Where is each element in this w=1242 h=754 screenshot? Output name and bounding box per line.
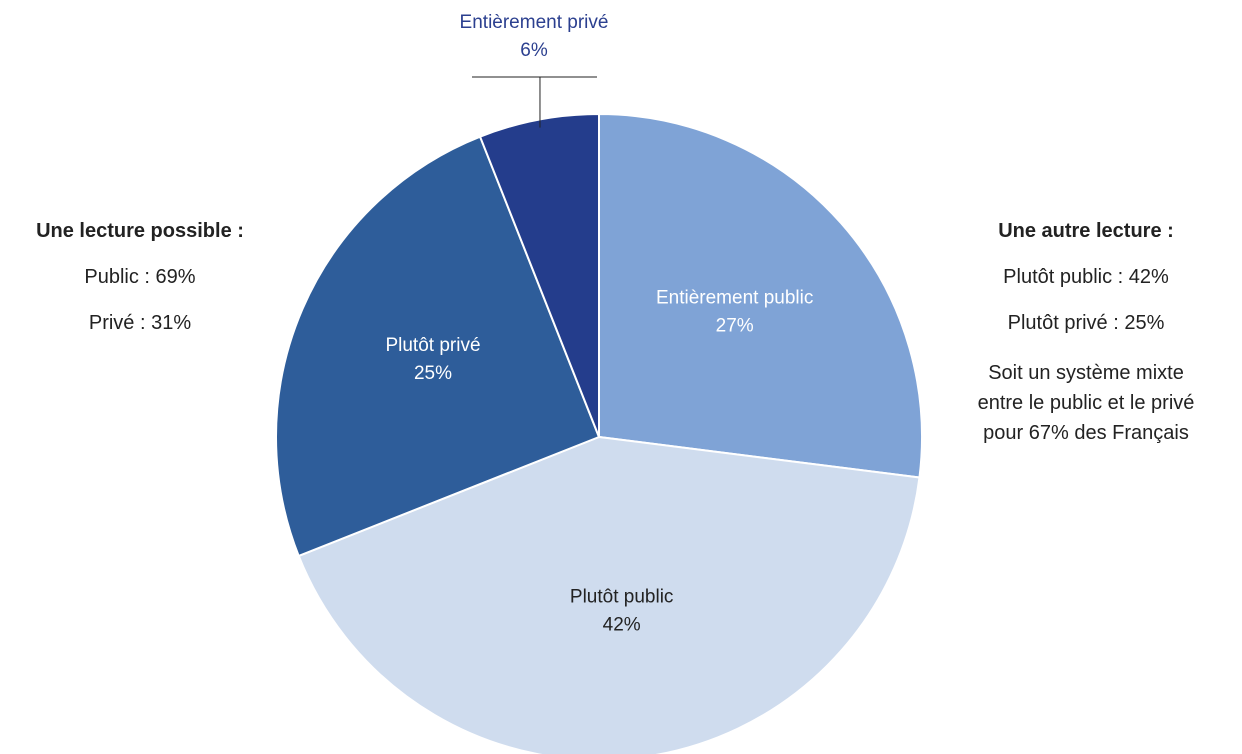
pie-slice-entierement-prive	[478, 112, 600, 438]
pie-slice-entierement-public	[598, 112, 923, 479]
slice-label-plutot-prive: Plutôt privé	[385, 335, 480, 356]
right-panel-note: Soit un système mixte entre le public et…	[935, 358, 1237, 448]
left-panel-private-share: Privé : 31%	[88, 312, 192, 334]
right-panel-note-line-3: pour 67% des Français	[983, 422, 1189, 444]
left-panel-public-share: Public : 69%	[84, 266, 196, 288]
slice-value-entierement-public: 27%	[716, 315, 754, 336]
slice-label-entierement-public: Entièrement public	[656, 287, 813, 308]
right-panel-heading: Une autre lecture :	[998, 220, 1174, 242]
pie-slice-plutot-public	[297, 435, 921, 754]
left-panel-heading: Une lecture possible :	[36, 220, 244, 242]
slice-value-plutot-prive: 25%	[414, 363, 452, 384]
left-reading-panel: Une lecture possible : Public : 69% Priv…	[10, 220, 270, 358]
slice-label-plutot-public: Plutôt public	[570, 586, 674, 607]
pie-slice-plutot-prive	[275, 135, 601, 558]
right-panel-note-line-1: Soit un système mixte	[988, 362, 1184, 384]
right-panel-note-line-2: entre le public et le privé	[977, 392, 1195, 414]
right-panel-private-share: Plutôt privé : 25%	[1007, 312, 1165, 334]
right-reading-panel: Une autre lecture : Plutôt public : 42% …	[935, 220, 1237, 448]
slice-value-entierement-prive: 6%	[520, 40, 548, 61]
slice-label-entierement-prive: Entièrement privé	[460, 12, 609, 33]
slice-value-plutot-public: 42%	[603, 614, 641, 635]
right-panel-public-share: Plutôt public : 42%	[1003, 266, 1169, 288]
